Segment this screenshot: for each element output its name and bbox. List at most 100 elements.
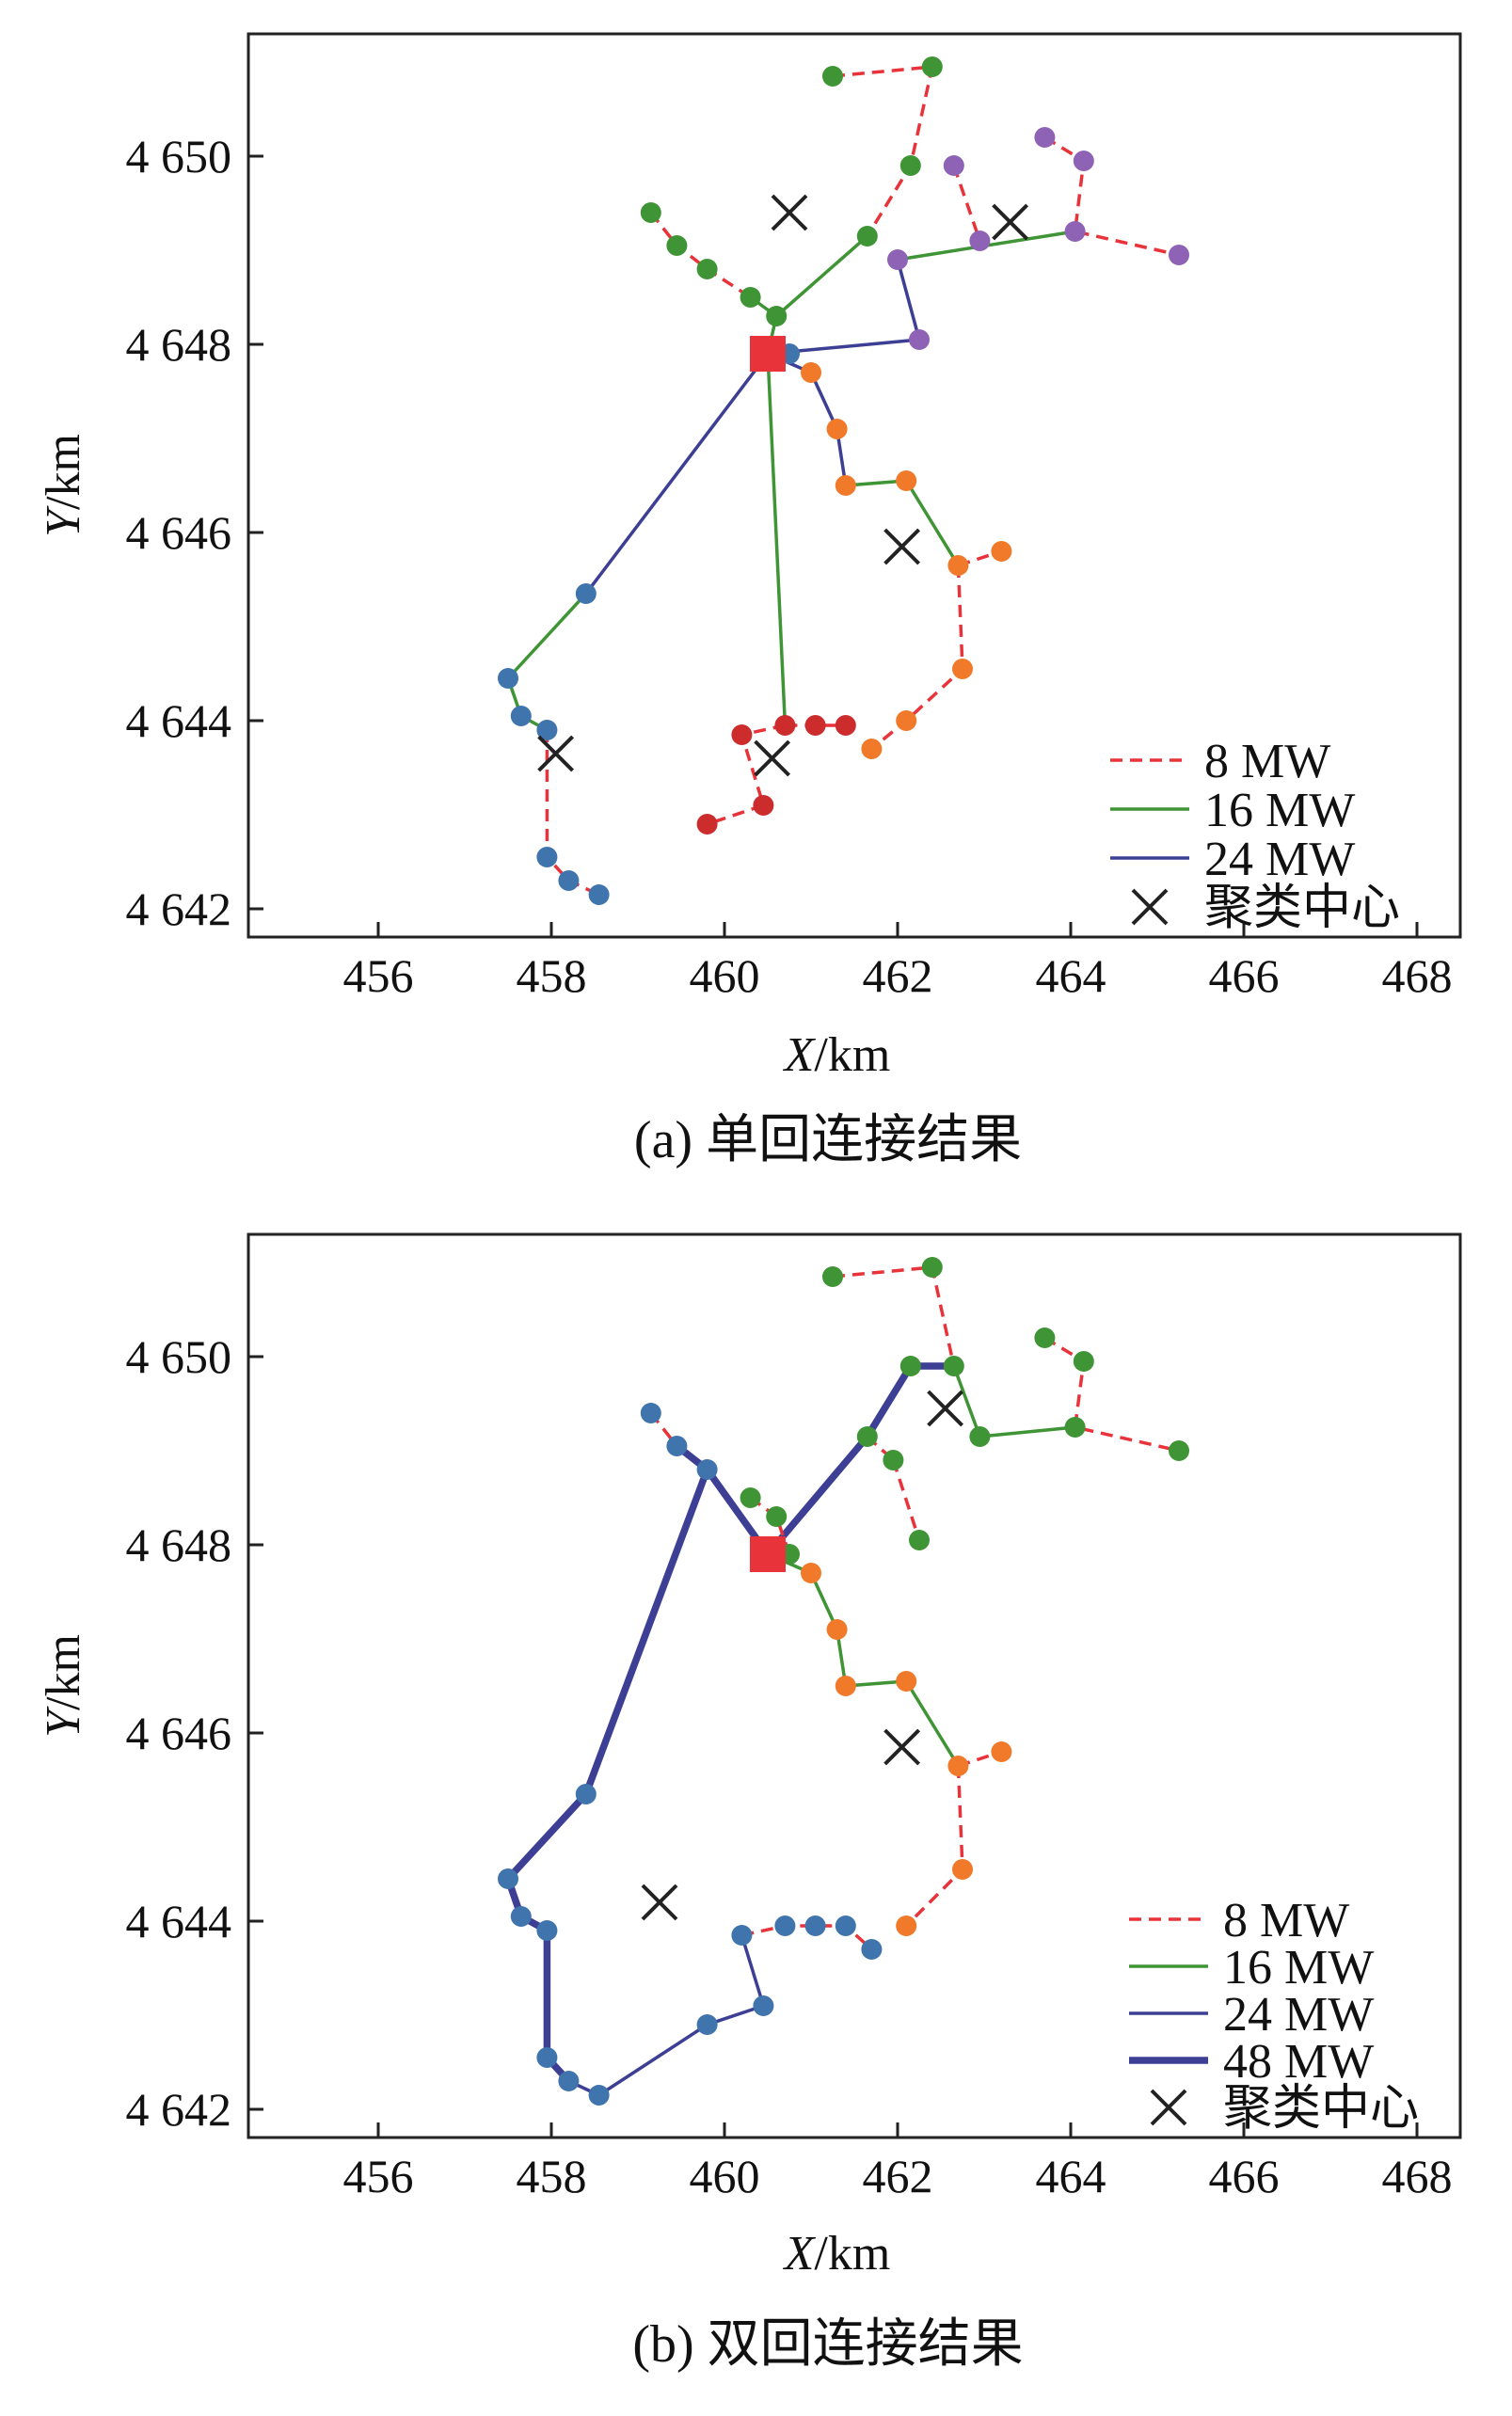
turbine-node [822, 66, 843, 87]
legend-label: 24 MW [1223, 1988, 1374, 2042]
turbine-node [1064, 221, 1086, 242]
y-tick-label: 4 648 [126, 1518, 232, 1571]
turbine-node [804, 1915, 826, 1936]
turbine-node [896, 470, 917, 491]
turbine-node [896, 1915, 917, 1936]
y-tick-label: 4 650 [126, 130, 232, 183]
turbine-node [740, 1487, 761, 1508]
turbine-node [696, 2014, 718, 2035]
turbine-node [896, 1671, 917, 1692]
y-tick-label: 4 648 [126, 318, 232, 371]
cable-line-green [952, 1365, 1075, 1438]
x-tick-label: 464 [1036, 2150, 1106, 2202]
cable-line-dash [649, 211, 752, 299]
turbine-node [575, 1784, 597, 1804]
turbine-node [969, 1426, 991, 1447]
cable-line-dash [707, 723, 786, 826]
turbine-node [856, 226, 878, 246]
x-axis-label-b: X/km [783, 2227, 891, 2281]
turbine-node [835, 715, 856, 736]
turbine-node [588, 884, 610, 905]
panel-a: 456 458 460 462 464 466 468 4 642 4 644 4 646 4 64… [37, 32, 1462, 1169]
turbine-node [575, 583, 597, 604]
turbine-node [943, 1356, 964, 1376]
turbine-node [558, 2071, 580, 2091]
turbine-node [696, 814, 718, 834]
turbine-node [640, 1403, 661, 1423]
x-tick-label: 460 [690, 2150, 760, 2202]
cable-line-dash [952, 165, 982, 242]
turbine-nodes-b [498, 1257, 1189, 2106]
turbine-node [766, 1506, 788, 1527]
cable-line-thick [504, 1468, 711, 2084]
turbine-node [1064, 1417, 1086, 1438]
cable-line-dash [891, 1459, 921, 1541]
cluster-center-marker [537, 735, 575, 772]
turbine-node [801, 362, 821, 383]
legend-label: 8 MW [1204, 735, 1330, 788]
turbine-node [943, 155, 964, 176]
y-tick-label: 4 650 [126, 1330, 232, 1383]
turbine-node [969, 230, 991, 251]
turbine-node [899, 155, 921, 176]
turbine-node [921, 56, 943, 77]
turbine-node [835, 1676, 856, 1696]
turbine-node [1169, 1440, 1189, 1461]
y-axis-label-b: Y/km [37, 1634, 90, 1738]
turbine-node [1169, 245, 1189, 265]
legend-label: 聚类中心 [1223, 2082, 1419, 2136]
turbine-node [1073, 1351, 1094, 1372]
cable-line-dash [832, 1265, 956, 1367]
cluster-center-marker [771, 194, 808, 231]
cable-line-dash [741, 1924, 873, 1951]
x-tick-label: 464 [1036, 949, 1106, 1002]
turbine-nodes-a [498, 56, 1189, 905]
y-tick-label: 4 644 [126, 694, 232, 747]
turbine-node [991, 1741, 1012, 1762]
axes-b: 456 458 460 462 464 466 468 4 642 4 644 4 646 4 64… [126, 1330, 1453, 2202]
y-axis-label-a: Y/km [37, 434, 90, 537]
y-tick-label: 4 642 [126, 882, 232, 935]
caption-b: (b) 双回连接结果 [632, 2315, 1023, 2374]
turbine-node [887, 249, 908, 270]
caption-a: (a) 单回连接结果 [634, 1111, 1022, 1169]
turbine-node [753, 795, 774, 816]
turbine-node [835, 475, 856, 496]
turbine-node [740, 287, 761, 308]
x-tick-label: 466 [1209, 949, 1280, 1002]
turbine-node [666, 1436, 688, 1456]
turbine-node [731, 1925, 753, 1946]
cable-line-blue [767, 259, 921, 356]
x-tick-label: 466 [1209, 2150, 1280, 2202]
turbine-node [731, 724, 753, 745]
cable-line-dash [870, 564, 964, 751]
x-tick-label: 462 [863, 949, 933, 1002]
turbine-node [861, 1939, 883, 1960]
turbine-node [774, 1915, 796, 1936]
turbine-node [991, 541, 1012, 562]
turbine-node [588, 2085, 610, 2106]
cable-line-green [766, 353, 788, 726]
cluster-center-marker [641, 1884, 678, 1921]
legend-label: 48 MW [1223, 2035, 1374, 2089]
turbine-node [766, 306, 788, 326]
x-tick-label: 462 [863, 2150, 933, 2202]
turbine-node [861, 739, 883, 759]
cable-line-green [775, 234, 868, 318]
x-tick-label: 458 [517, 949, 587, 1002]
y-tick-label: 4 642 [126, 2083, 232, 2136]
x-tick-label: 456 [343, 949, 414, 1002]
cluster-center-marker [883, 528, 921, 565]
turbine-node [536, 1920, 558, 1941]
turbine-node [666, 235, 688, 256]
x-tick-label: 460 [690, 949, 760, 1002]
turbine-node [774, 715, 796, 736]
plot-frame-a [247, 32, 1462, 939]
x-tick-label: 458 [517, 2150, 587, 2202]
turbine-node [536, 847, 558, 867]
legend-label: 16 MW [1223, 1941, 1374, 1995]
x-tick-label: 468 [1382, 2150, 1453, 2202]
